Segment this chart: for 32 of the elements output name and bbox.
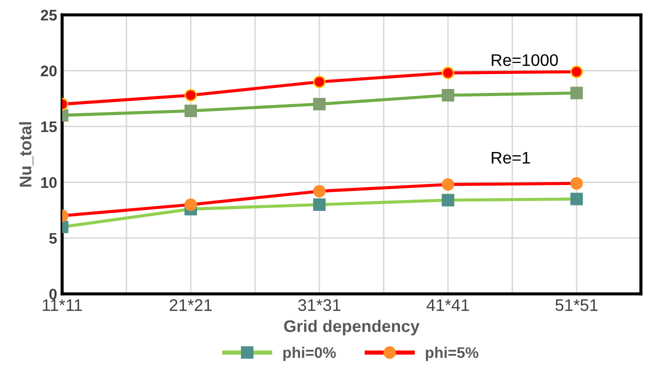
point — [313, 76, 326, 88]
point — [184, 198, 197, 211]
point — [570, 177, 583, 190]
y-tick-label: 5 — [49, 233, 57, 244]
point — [442, 178, 454, 191]
x-tick-label: 41*41 — [426, 299, 469, 311]
legend-label: phi=0% — [283, 346, 336, 362]
annotation: Re=1000 — [492, 54, 558, 66]
legend-label: phi=5% — [426, 346, 478, 362]
y-tick-label: 15 — [41, 122, 57, 132]
x-tick-label: 31*31 — [298, 299, 340, 311]
x-axis-title: Grid dependency — [284, 320, 420, 336]
point — [442, 66, 454, 80]
point — [313, 98, 326, 110]
y-axis-title: Nu_total — [19, 122, 34, 187]
x-tick-label: 21*21 — [170, 299, 212, 311]
point — [570, 86, 583, 100]
y-tick-label: 20 — [40, 66, 57, 76]
point — [313, 184, 326, 198]
y-tick-label: 10 — [41, 177, 57, 188]
point — [184, 88, 197, 102]
point — [184, 104, 197, 118]
point — [313, 198, 326, 211]
point — [570, 66, 583, 78]
point — [442, 194, 454, 206]
point — [442, 88, 454, 102]
point — [570, 192, 583, 206]
x-tick-label: 51*51 — [555, 299, 598, 311]
x-tick-label: 11*11 — [42, 299, 82, 311]
y-tick-label: 0 — [49, 288, 57, 300]
annotation: Re=1 — [492, 152, 530, 164]
y-tick-label: 25 — [40, 10, 57, 21]
